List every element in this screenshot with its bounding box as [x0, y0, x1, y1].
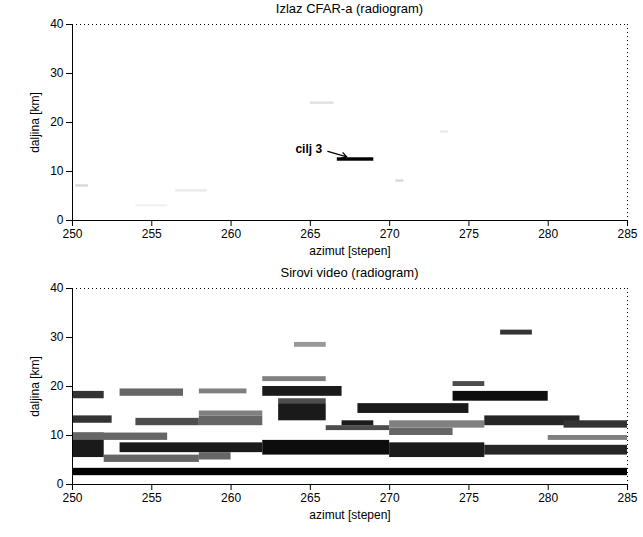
- svg-text:0: 0: [57, 213, 64, 227]
- svg-text:270: 270: [380, 491, 400, 505]
- svg-text:250: 250: [62, 227, 82, 241]
- svg-text:265: 265: [300, 491, 320, 505]
- svg-text:30: 30: [50, 330, 64, 344]
- svg-text:275: 275: [459, 227, 479, 241]
- svg-text:20: 20: [50, 379, 64, 393]
- html-text:Izlaz CFAR-a (radiogram): Izlaz CFAR-a (radiogram): [275, 1, 424, 16]
- svg-text:azimut [stepen]: azimut [stepen]: [309, 508, 390, 522]
- svg-text:260: 260: [221, 227, 241, 241]
- svg-text:30: 30: [50, 66, 64, 80]
- svg-text:275: 275: [459, 491, 479, 505]
- svg-text:265: 265: [300, 227, 320, 241]
- svg-text:azimut [stepen]: azimut [stepen]: [309, 244, 390, 258]
- svg-text:280: 280: [538, 227, 558, 241]
- svg-text:40: 40: [50, 18, 64, 31]
- svg-text:260: 260: [221, 491, 241, 505]
- svg-text:cilj 3: cilj 3: [295, 142, 322, 156]
- svg-text:10: 10: [50, 428, 64, 442]
- svg-text:40: 40: [50, 282, 64, 295]
- svg-text:10: 10: [50, 164, 64, 178]
- svg-text:285: 285: [617, 227, 637, 241]
- svg-text:255: 255: [142, 227, 162, 241]
- svg-text:daljina [km]: daljina [km]: [28, 356, 42, 417]
- svg-text:255: 255: [142, 491, 162, 505]
- svg-text:270: 270: [380, 227, 400, 241]
- svg-text:250: 250: [62, 491, 82, 505]
- svg-text:285: 285: [617, 491, 637, 505]
- html-text:Sirovi video (radiogram): Sirovi video (radiogram): [280, 265, 419, 280]
- svg-text:daljina [km]: daljina [km]: [28, 92, 42, 153]
- svg-text:280: 280: [538, 491, 558, 505]
- svg-text:20: 20: [50, 115, 64, 129]
- svg-text:0: 0: [57, 477, 64, 491]
